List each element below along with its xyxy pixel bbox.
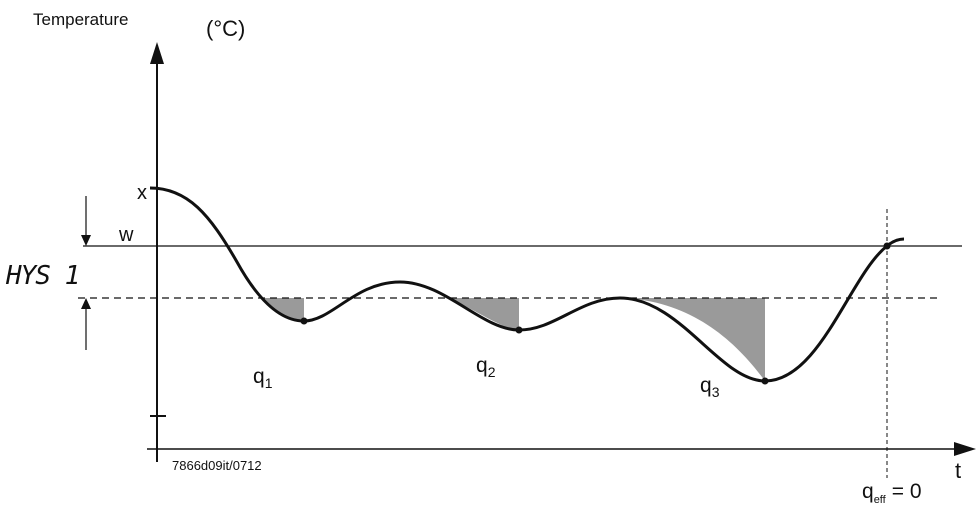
shaded-areas — [262, 298, 765, 381]
y-axis-unit: (°C) — [206, 16, 245, 41]
hysteresis-label: HYS 1 — [5, 261, 79, 291]
point-q3 — [761, 377, 769, 385]
area-q2 — [448, 298, 519, 330]
area-q1 — [262, 298, 304, 321]
area-label-q2: q2 — [476, 354, 496, 380]
effective-deviation-label: qeff = 0 — [862, 480, 922, 506]
hysteresis-dimension — [81, 196, 91, 350]
y-axis-label: Temperature — [33, 10, 128, 29]
area-label-q1: q1 — [253, 365, 273, 391]
drawing-code: 7866d09it/0712 — [172, 458, 262, 473]
area-label-q3: q3 — [700, 374, 720, 400]
setpoint-label: w — [118, 224, 134, 246]
area-q3 — [620, 298, 765, 381]
y-axis-arrow — [150, 42, 164, 64]
x-axis-arrow — [954, 442, 976, 456]
point-end — [883, 242, 891, 250]
x-axis-label: t — [955, 458, 961, 483]
temperature-curve — [149, 186, 905, 383]
point-q1 — [300, 317, 308, 325]
point-q2 — [515, 326, 523, 334]
actual-value-label: x — [137, 182, 147, 204]
